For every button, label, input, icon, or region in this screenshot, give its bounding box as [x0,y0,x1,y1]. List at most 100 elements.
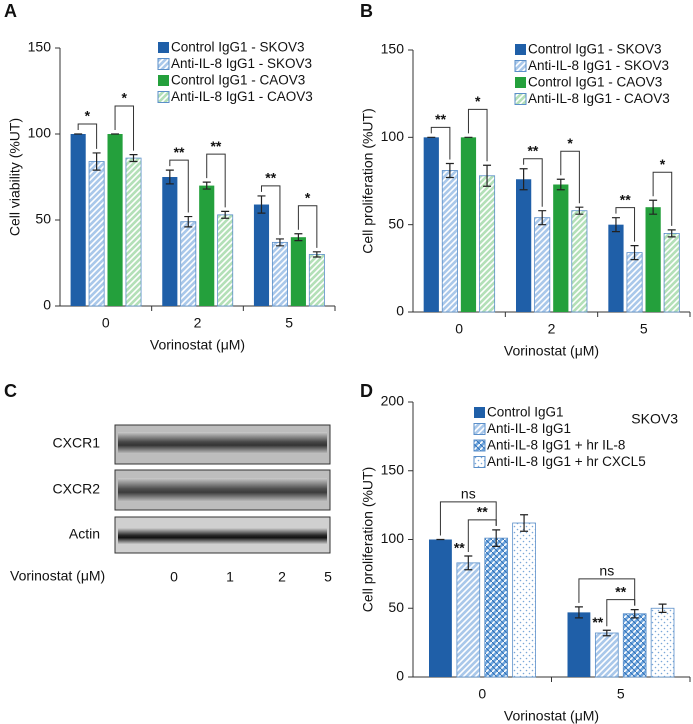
significance-bracket [523,158,543,207]
y-tick-label: 0 [43,297,51,313]
bar [441,170,458,313]
error-bar [520,514,529,532]
bar [460,137,477,312]
bar [423,137,439,312]
error-bar [658,603,667,613]
x-tick-label: 0 [478,686,486,702]
bar [622,613,647,678]
significance-bracket [430,126,451,160]
legend-swatch [514,93,527,105]
bar [290,237,306,306]
bar [107,134,123,306]
legend-swatch [157,58,170,70]
lane-label: 1 [226,569,234,585]
x-axis-label: Vorinostat (μM) [150,337,245,353]
error-bar [483,164,492,187]
blot-band [118,528,327,544]
legend-swatch [515,44,526,55]
significance-label: ** [454,540,465,556]
significance-label: * [660,156,666,172]
significance-bracket [439,501,497,536]
error-bar [667,229,676,238]
bar [308,253,325,307]
blot-band [118,478,327,502]
x-tick-label: 2 [194,315,202,331]
error-bar [602,629,611,637]
bar [567,612,591,677]
legend-swatch [473,423,486,435]
error-bar [611,217,620,233]
error-bar [519,168,528,191]
bar [484,537,509,678]
error-bar [630,609,639,619]
legend-label: Control IgG1 - CAOV3 [171,73,305,88]
y-tick-label: 100 [28,125,52,141]
legend-label: Anti-IL-8 IgG1 - CAOV3 [171,89,313,104]
error-bar [464,555,473,571]
panel-letter: A [4,1,17,21]
legend-swatch [158,75,169,86]
y-tick-label: 50 [388,599,404,615]
significance-bracket [652,171,673,226]
significance-label: ** [592,614,603,630]
bar [271,241,288,307]
significance-bracket [169,159,189,213]
significance-label: ** [265,170,276,186]
y-tick-label: 150 [28,39,52,55]
bar [571,210,588,313]
y-tick-label: 200 [381,393,405,409]
y-tick-label: 50 [35,211,51,227]
legend-swatch [474,407,485,418]
legend-label: Anti-IL-8 IgG1 - SKOV3 [171,56,312,71]
y-tick-label: 100 [381,530,405,546]
bar [516,179,532,312]
y-tick-label: 0 [396,303,404,319]
significance-label: ** [620,191,631,207]
error-bar [129,154,138,163]
panel-letter: B [360,1,373,21]
error-bar [575,206,584,215]
significance-bracket [260,185,281,235]
error-bar [556,178,565,191]
bar [253,204,270,306]
x-axis-label: Vorinostat (μM) [504,343,599,359]
bar [650,607,675,678]
y-tick-label: 0 [396,668,404,684]
bar [217,214,234,307]
significance-label: ns [599,563,614,579]
legend-swatch [158,42,169,53]
bar [512,522,536,678]
significance-label: ** [615,583,626,599]
significance-label: * [85,108,91,124]
x-tick-label: 5 [617,686,625,702]
significance-label: ** [477,504,488,520]
bar [125,157,142,307]
x-tick-label: 0 [102,315,110,331]
bar [534,217,551,313]
x-axis-label: Vorinostat (μM) [504,708,599,724]
y-axis-label: Cell proliferation (%UT) [360,467,376,612]
error-bar [92,152,101,171]
panel-letter: D [360,381,373,401]
error-bar [312,251,321,258]
blot-x-label: Vorinostat (μM) [10,568,105,584]
blot-row-label: CXCR2 [53,481,101,497]
significance-bracket [560,150,580,204]
bar [626,252,643,313]
error-bar [184,215,193,228]
significance-bracket [297,205,318,248]
legend-swatch [514,60,527,72]
error-bar [445,162,454,179]
x-tick-label: 5 [640,321,648,337]
y-tick-label: 100 [381,128,405,144]
bar [608,224,624,312]
error-bar [574,606,583,619]
bar [162,177,178,306]
bar [88,161,105,307]
significance-label: * [122,90,128,106]
legend-swatch [473,456,486,468]
bar [553,184,569,312]
bar [479,175,496,313]
x-tick-label: 2 [548,321,556,337]
significance-bracket [467,108,488,162]
